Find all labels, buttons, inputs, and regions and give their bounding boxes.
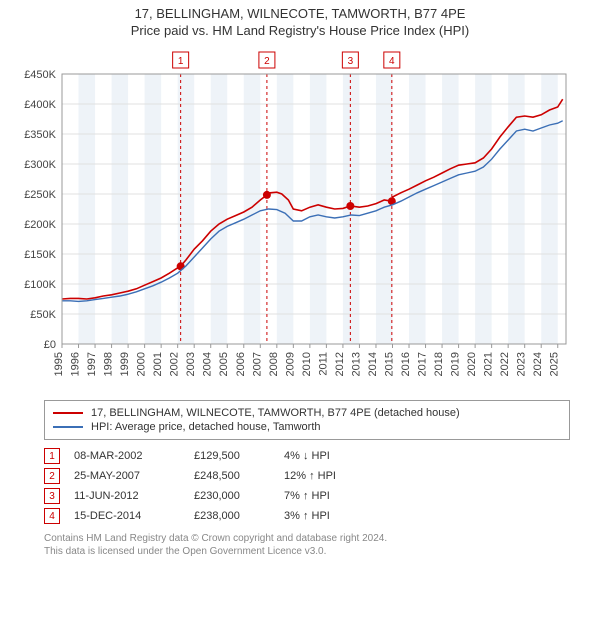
svg-text:£300K: £300K (24, 159, 56, 171)
svg-text:2010: 2010 (301, 352, 313, 376)
transaction-row: 3 11-JUN-2012£230,0007% ↑ HPI (44, 488, 570, 504)
legend-item: 17, BELLINGHAM, WILNECOTE, TAMWORTH, B77… (53, 407, 561, 419)
svg-text:2023: 2023 (516, 352, 528, 376)
svg-text:£400K: £400K (24, 99, 56, 111)
footer-attribution: Contains HM Land Registry data © Crown c… (44, 532, 570, 558)
transaction-date: 15-DEC-2014 (74, 510, 194, 522)
transaction-delta: 4% ↓ HPI (284, 450, 384, 462)
svg-text:£250K: £250K (24, 189, 56, 201)
svg-text:£150K: £150K (24, 249, 56, 261)
svg-text:2016: 2016 (400, 352, 412, 376)
legend-swatch (53, 426, 83, 428)
legend-label: HPI: Average price, detached house, Tamw… (91, 421, 321, 433)
footer-line1: Contains HM Land Registry data © Crown c… (44, 532, 570, 545)
transaction-date: 25-MAY-2007 (74, 470, 194, 482)
svg-text:2002: 2002 (169, 352, 181, 376)
transaction-row: 2 25-MAY-2007£248,50012% ↑ HPI (44, 468, 570, 484)
svg-text:2007: 2007 (251, 352, 263, 376)
svg-text:2001: 2001 (152, 352, 164, 376)
title-block: 17, BELLINGHAM, WILNECOTE, TAMWORTH, B77… (0, 0, 600, 38)
svg-text:2019: 2019 (450, 352, 462, 376)
legend-swatch (53, 412, 83, 414)
legend-item: HPI: Average price, detached house, Tamw… (53, 421, 561, 433)
transaction-row: 1 08-MAR-2002£129,5004% ↓ HPI (44, 448, 570, 464)
svg-text:1996: 1996 (70, 352, 82, 376)
svg-text:2022: 2022 (499, 352, 511, 376)
svg-text:2: 2 (264, 56, 270, 67)
svg-text:2024: 2024 (532, 352, 544, 376)
svg-text:£450K: £450K (24, 69, 56, 81)
svg-text:2025: 2025 (549, 352, 561, 376)
svg-text:2004: 2004 (202, 352, 214, 376)
svg-text:2006: 2006 (235, 352, 247, 376)
svg-text:£50K: £50K (30, 309, 56, 321)
price-chart-svg: £0 £50K £100K £150K £200K £250K £300K £350K £400… (14, 44, 574, 389)
transaction-delta: 12% ↑ HPI (284, 470, 384, 482)
transaction-row: 4 15-DEC-2014£238,0003% ↑ HPI (44, 508, 570, 524)
svg-text:2012: 2012 (334, 352, 346, 376)
transaction-marker: 1 (44, 448, 60, 464)
footer-line2: This data is licensed under the Open Gov… (44, 545, 570, 558)
svg-text:1998: 1998 (103, 352, 115, 376)
title-subtitle: Price paid vs. HM Land Registry's House … (0, 23, 600, 38)
chart-container: 17, BELLINGHAM, WILNECOTE, TAMWORTH, B77… (0, 0, 600, 558)
svg-text:2015: 2015 (383, 352, 395, 376)
svg-text:£0: £0 (44, 339, 56, 351)
transaction-delta: 3% ↑ HPI (284, 510, 384, 522)
svg-text:2020: 2020 (466, 352, 478, 376)
svg-text:2003: 2003 (185, 352, 197, 376)
svg-text:£100K: £100K (24, 279, 56, 291)
chart-area: £0 £50K £100K £150K £200K £250K £300K £350K £400… (14, 44, 586, 394)
transaction-marker: 4 (44, 508, 60, 524)
svg-text:1999: 1999 (119, 352, 131, 376)
legend-label: 17, BELLINGHAM, WILNECOTE, TAMWORTH, B77… (91, 407, 460, 419)
svg-text:2009: 2009 (284, 352, 296, 376)
svg-text:4: 4 (389, 56, 395, 67)
svg-text:1997: 1997 (86, 352, 98, 376)
legend: 17, BELLINGHAM, WILNECOTE, TAMWORTH, B77… (44, 400, 570, 440)
svg-text:1995: 1995 (53, 352, 65, 376)
svg-text:2011: 2011 (317, 352, 329, 376)
transaction-delta: 7% ↑ HPI (284, 490, 384, 502)
transaction-date: 08-MAR-2002 (74, 450, 194, 462)
transaction-marker: 3 (44, 488, 60, 504)
transaction-price: £129,500 (194, 450, 284, 462)
transactions-table: 1 08-MAR-2002£129,5004% ↓ HPI 2 25-MAY-2007… (44, 448, 570, 524)
svg-text:2017: 2017 (417, 352, 429, 376)
transaction-marker: 2 (44, 468, 60, 484)
svg-text:2005: 2005 (218, 352, 230, 376)
svg-text:3: 3 (348, 56, 354, 67)
svg-text:2008: 2008 (268, 352, 280, 376)
svg-text:1: 1 (178, 56, 184, 67)
svg-text:£350K: £350K (24, 129, 56, 141)
transaction-date: 11-JUN-2012 (74, 490, 194, 502)
svg-text:2018: 2018 (433, 352, 445, 376)
title-address: 17, BELLINGHAM, WILNECOTE, TAMWORTH, B77… (0, 6, 600, 21)
transaction-price: £238,000 (194, 510, 284, 522)
svg-text:2000: 2000 (136, 352, 148, 376)
svg-text:2021: 2021 (483, 352, 495, 376)
svg-text:2014: 2014 (367, 352, 379, 376)
svg-text:£200K: £200K (24, 219, 56, 231)
svg-text:2013: 2013 (350, 352, 362, 376)
transaction-price: £248,500 (194, 470, 284, 482)
transaction-price: £230,000 (194, 490, 284, 502)
